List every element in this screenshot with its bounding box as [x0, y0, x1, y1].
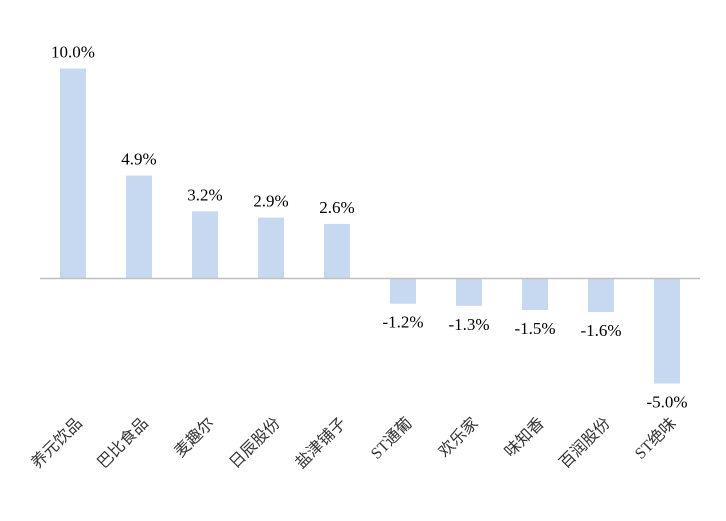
category-label-5: 盐津铺子 — [292, 414, 350, 472]
data-label-2: 4.9% — [121, 150, 156, 169]
bar-2 — [126, 175, 152, 279]
data-label-4: 2.9% — [253, 192, 288, 211]
category-label-4: 日辰股份 — [226, 414, 284, 472]
bar-3 — [192, 211, 218, 279]
data-label-7: -1.3% — [448, 315, 489, 334]
data-label-1: 10.0% — [51, 43, 95, 62]
bar-8 — [522, 278, 548, 310]
category-label-3: 麦趣尔 — [171, 414, 218, 461]
category-label-10: ST绝味 — [631, 414, 680, 463]
bar-4 — [258, 217, 284, 279]
bar-9 — [588, 278, 614, 313]
bar-10 — [654, 278, 680, 384]
bars-layer — [60, 68, 680, 384]
data-label-9: -1.6% — [580, 321, 621, 340]
data-labels-layer: 10.0% 4.9% 3.2% 2.9% 2.6% -1.2% -1.3% -1.5% -1.6… — [51, 43, 688, 412]
category-label-6: ST通葡 — [367, 414, 416, 463]
data-label-6: -1.2% — [382, 313, 423, 332]
bar-5 — [324, 223, 350, 279]
data-label-3: 3.2% — [187, 185, 222, 204]
category-label-9: 百润股份 — [556, 414, 614, 472]
data-label-10: -5.0% — [646, 393, 687, 412]
bar-7 — [456, 278, 482, 306]
category-label-8: 味知香 — [501, 414, 548, 461]
category-label-1: 养元饮品 — [28, 414, 86, 472]
category-label-2: 巴比食品 — [94, 414, 152, 472]
data-label-8: -1.5% — [514, 319, 555, 338]
bar-1 — [60, 68, 86, 279]
category-label-7: 欢乐家 — [435, 414, 482, 461]
data-label-5: 2.6% — [319, 198, 354, 217]
bar-6 — [390, 278, 416, 304]
category-tick-labels: 养元饮品 巴比食品 麦趣尔 日辰股份 盐津铺子 ST通葡 欢乐家 味知香 百润股份 ST绝味 — [28, 414, 680, 472]
